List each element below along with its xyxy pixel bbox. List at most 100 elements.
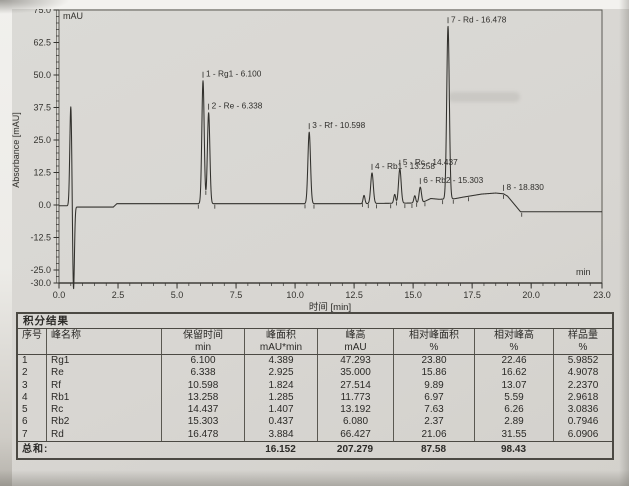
x-tick-label: 15.0 (404, 290, 422, 300)
table-cell: 9.89 (393, 379, 474, 392)
y-tick-label: -25.0 (30, 265, 51, 275)
table-cell: 1.407 (244, 404, 317, 417)
table-cell: 6.0906 (553, 428, 612, 442)
table-row-4: 4 Rb1 13.258 1.285 11.773 6.97 5.59 2.9618 (18, 391, 612, 405)
table-cell: 2 (22, 367, 28, 379)
table-row-5: 5 Rc 14.437 1.407 13.192 7.63 6.26 3.0836 (18, 404, 612, 417)
y-tick-label: -12.5 (30, 233, 51, 243)
column-header-label: 保留时间 (183, 330, 223, 341)
table-cell: Rg1 (46, 355, 161, 368)
table-cell: 13.192 (317, 404, 393, 417)
table-cell: 15.303 (161, 416, 244, 429)
x-tick-label: 0.0 (53, 290, 66, 300)
column-header-unit: % (429, 342, 439, 353)
peak-label-1: 1 - Rg1 - 6.100 (206, 69, 262, 79)
peak-label-4: 4 - Rb1 - 13.258 (375, 161, 435, 171)
table-cell: 7 (22, 428, 28, 440)
table-cell: 6.100 (161, 355, 244, 368)
x-tick-label: 20.0 (522, 290, 540, 300)
table-cell: 14.437 (161, 404, 244, 417)
peak-label-6: 6 - Rb2 - 15.303 (423, 175, 483, 185)
photo-top-margin (0, 0, 629, 9)
y-axis-unit-label: mAU (63, 11, 83, 21)
table-cell: 7.63 (393, 404, 474, 417)
table-cell: 21.06 (393, 428, 474, 442)
table-cell: 2.2370 (553, 379, 612, 392)
table-cell: 13.07 (474, 379, 553, 392)
table-cell: 22.46 (474, 355, 553, 368)
chromatogram-plot: 75.062.550.037.525.012.50.0-12.5-25.0-30… (30, 5, 610, 300)
table-cell: 0.437 (244, 416, 317, 429)
table-row-6: 6 Rb2 15.303 0.437 6.080 2.37 2.89 0.7946 (18, 416, 612, 429)
table-cell: 4.9078 (553, 367, 612, 380)
table-cell: 2.9618 (553, 391, 612, 405)
table-cell: 0.7946 (553, 416, 612, 429)
y-tick-label: 0.0 (38, 200, 51, 210)
x-tick-label: 7.5 (230, 290, 243, 300)
table-cell: Rd (46, 428, 161, 442)
photo-bottom-shadow (0, 470, 629, 486)
x-tick-label: 2.5 (112, 290, 125, 300)
column-header-6: 相对峰面积% (393, 329, 474, 354)
integration-table-title: 积分结果 (18, 314, 612, 329)
x-axis-title: 时间 [min] (308, 302, 352, 313)
table-cell: 35.000 (317, 367, 393, 380)
y-tick-label: -30.0 (30, 278, 51, 288)
column-header-label: 相对峰高 (494, 330, 534, 341)
x-axis-unit-label: min (576, 267, 591, 277)
column-header-3: 保留时间 min (161, 329, 244, 354)
table-cell: 6.080 (317, 416, 393, 429)
table-cell: Rb1 (46, 391, 161, 405)
table-cell: 1.824 (244, 379, 317, 392)
column-header-label: 相对峰面积 (409, 330, 459, 341)
table-row-7: 7 Rd 16.478 3.884 66.427 21.06 31.55 6.0906 (18, 428, 612, 442)
column-header-unit: mAU*min (259, 342, 303, 353)
x-tick-label: 17.5 (463, 290, 481, 300)
total-value (553, 442, 612, 458)
table-cell: Rb2 (46, 416, 161, 429)
column-header-label: 峰名称 (51, 330, 81, 341)
column-header-unit: min (194, 342, 212, 353)
table-cell: Rf (46, 379, 161, 392)
table-cell: 5.9852 (553, 355, 612, 368)
column-header-unit: % (509, 342, 519, 353)
column-header-4: 峰面积 mAU*min (244, 329, 317, 354)
table-cell: 31.55 (474, 428, 553, 442)
table-cell: 10.598 (161, 379, 244, 392)
column-header-7: 相对峰高% (474, 329, 553, 354)
column-header-1: 序号 (18, 329, 46, 354)
column-header-unit: mAU (344, 342, 367, 353)
table-cell: 1 (22, 355, 28, 366)
table-cell: Re (46, 367, 161, 380)
peak-label-7: 7 - Rd - 16.478 (451, 14, 507, 24)
column-header-unit: % (578, 342, 588, 353)
column-header-label: 序号 (22, 330, 42, 341)
table-cell: 1.285 (244, 391, 317, 405)
table-cell: 2.925 (244, 367, 317, 380)
photo-right-shadow (619, 0, 629, 486)
column-header-5: 峰高 mAU (317, 329, 393, 354)
column-header-label: 峰高 (345, 330, 366, 341)
table-cell: 6.26 (474, 404, 553, 417)
y-tick-label: 50.0 (33, 70, 51, 80)
table-body: 1 Rg1 6.100 4.389 47.293 23.80 22.46 5.9852 2 Re 6… (18, 355, 612, 442)
x-tick-label: 12.5 (345, 290, 363, 300)
photo-corner-shadow (0, 0, 70, 14)
table-cell: 2.89 (474, 416, 553, 429)
total-value: 87.58 (420, 444, 447, 456)
table-row-2: 2 Re 6.338 2.925 35.000 15.86 16.62 4.9078 (18, 367, 612, 380)
table-cell: 5.59 (474, 391, 553, 405)
column-header-label: 样品量 (568, 330, 598, 341)
table-header-row: 序号 峰名称 保留时间 min 峰面积 mAU*min 峰高 mAU 相对峰面积% 相对峰高% 样品… (18, 329, 612, 355)
total-value: 16.152 (265, 444, 296, 456)
column-header-2: 峰名称 (46, 329, 161, 354)
table-cell: 27.514 (317, 379, 393, 392)
table-row-1: 1 Rg1 6.100 4.389 47.293 23.80 22.46 5.9852 (18, 355, 612, 368)
table-cell: 4 (22, 391, 28, 403)
x-tick-label: 10.0 (286, 290, 304, 300)
paper-smudge (448, 92, 520, 102)
peak-label-3: 3 - Rf - 10.598 (312, 120, 365, 130)
plot-frame (58, 9, 603, 284)
table-cell: 6.97 (393, 391, 474, 405)
